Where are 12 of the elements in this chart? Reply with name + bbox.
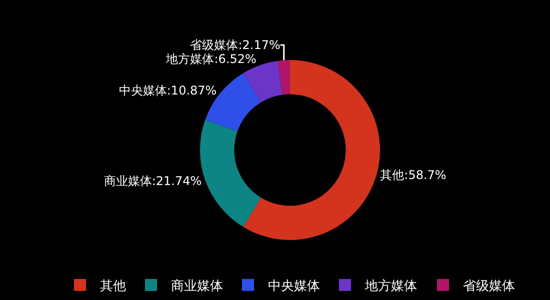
data-label: 其他:58.7% [380, 168, 446, 182]
data-label: 中央媒体:10.87% [118, 83, 217, 98]
data-label: 省级媒体:2.17% [190, 38, 280, 52]
data-label: 地方媒体:6.52% [165, 52, 256, 66]
donut-slice [200, 120, 261, 227]
legend-label: 中央媒体 [268, 279, 320, 294]
donut-slice [278, 60, 290, 95]
legend-label: 地方媒体 [364, 278, 417, 294]
legend-label: 省级媒体 [463, 279, 515, 294]
legend-label: 其他 [100, 279, 126, 294]
data-label: 商业媒体:21.74% [104, 174, 202, 188]
legend-label: 商业媒体 [171, 279, 223, 294]
